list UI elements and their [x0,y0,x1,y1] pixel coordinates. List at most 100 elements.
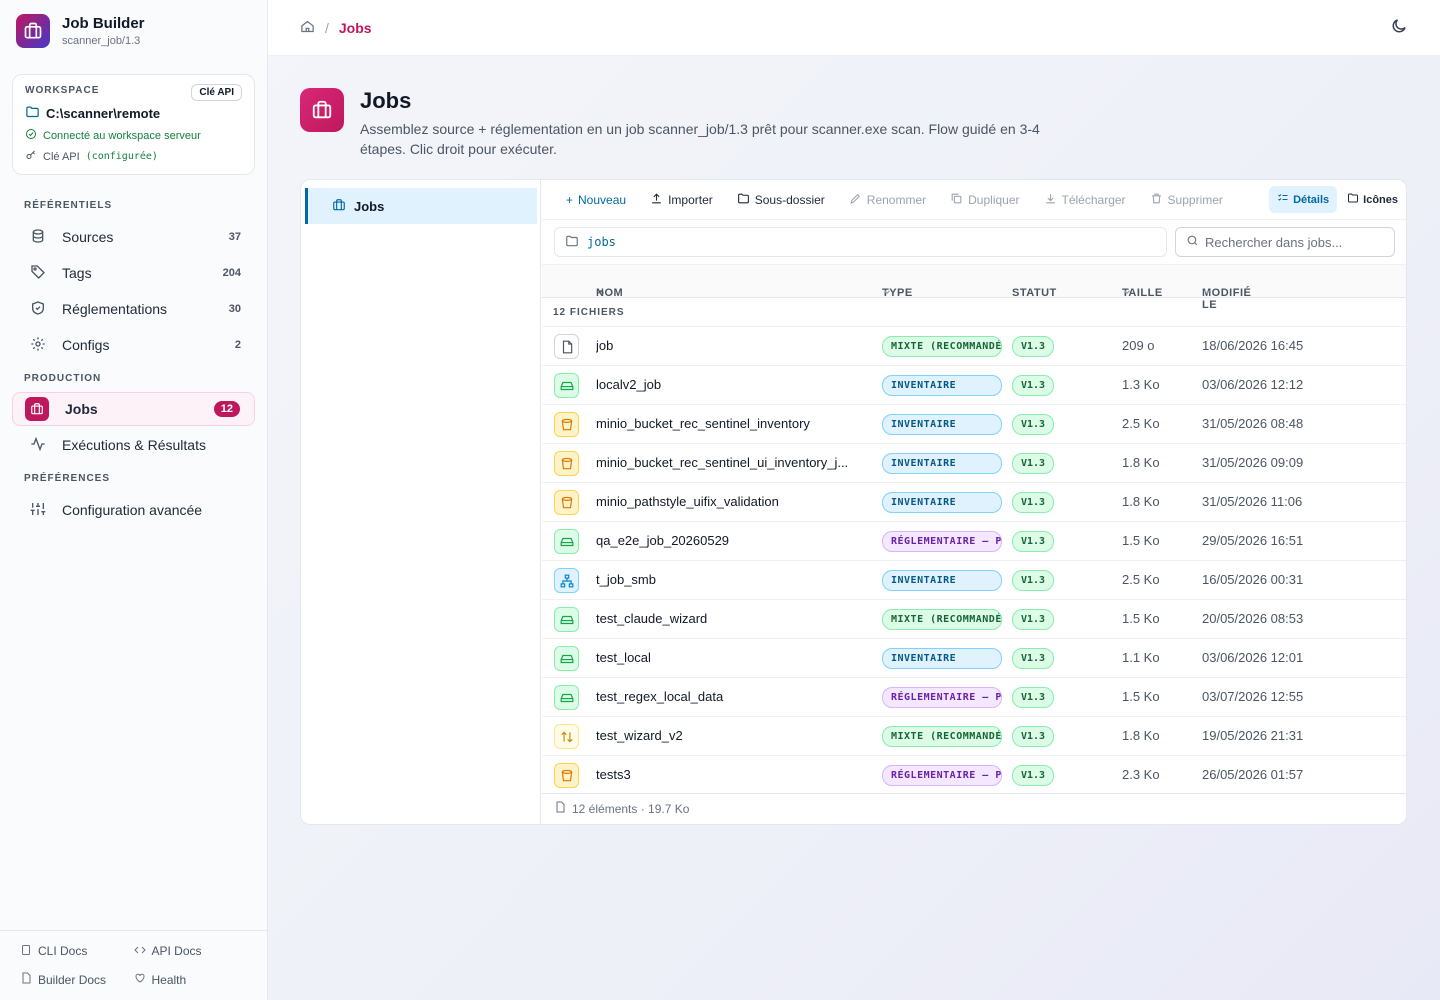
column-modified-label: MODIFIÉ LE [1202,287,1252,311]
file-name: qa_e2e_job_20260529 [596,533,730,548]
nav-section-production: PRODUCTION [24,373,102,384]
file-name: job [596,338,614,353]
database-icon [30,228,46,247]
briefcase-icon [300,88,344,132]
column-type-label: TYPE [882,287,913,299]
subfolder-button[interactable]: Sous-dossier [737,192,825,208]
breadcrumb-current[interactable]: Jobs [338,19,372,36]
sidebar-item-advanced-config[interactable]: Configuration avancée [12,493,255,527]
type-badge: INVENTAIRE [882,414,1002,435]
sidebar-item-label: Réglementations [62,301,168,317]
panel-footer: 12 éléments · 19.7 Ko [554,801,689,816]
table-row[interactable]: test_claude_wizard MIXTE (RECOMMANDÉ) V1.3… [542,599,1406,638]
version-badge: V1.3 [1012,726,1055,747]
folder-tree: Jobs [301,180,541,824]
rename-button[interactable]: Renommer [849,192,926,208]
table-row[interactable]: test_wizard_v2 MIXTE (RECOMMANDÉ) V1.3 1.8 … [542,716,1406,755]
new-button[interactable]: + Nouveau [566,193,626,207]
brand: Job Builder scanner_job/1.3 [0,0,267,62]
sidebar-item-label: Tags [62,265,92,281]
sidebar-item-jobs[interactable]: Jobs 12 [12,392,255,426]
file-size: 1.5 Ko [1122,689,1160,704]
table-row[interactable]: minio_pathstyle_uifix_validation INVENTAI… [542,482,1406,521]
file-size: 1.5 Ko [1122,533,1160,548]
table-row[interactable]: qa_e2e_job_20260529 RÉGLEMENTAIRE — P V1.3… [542,521,1406,560]
count-badge: 204 [222,267,241,279]
path-bar[interactable]: jobs [554,227,1167,257]
file-icon [554,801,566,816]
table-row[interactable]: minio_bucket_rec_sentinel_ui_inventory_j… [542,443,1406,482]
sidebar-item-executions[interactable]: Exécutions & Résultats [12,428,255,462]
import-button[interactable]: Importer [650,192,713,208]
breadcrumb-separator: / [325,19,329,36]
version-badge: V1.3 [1012,687,1055,708]
duplicate-button[interactable]: Dupliquer [950,192,1020,208]
search-input[interactable]: Rechercher dans jobs... [1175,227,1395,257]
sidebar-item-tags[interactable]: Tags 204 [12,256,255,290]
delete-button[interactable]: Supprimer [1150,192,1223,208]
file-modified: 19/05/2026 21:31 [1202,728,1304,743]
file-size: 2.3 Ko [1122,767,1160,782]
table-row[interactable]: minio_bucket_rec_sentinel_inventory INVEN… [542,404,1406,443]
moon-icon[interactable] [1390,17,1408,38]
network-icon [554,568,579,593]
type-badge: MIXTE (RECOMMANDÉ) [882,726,1002,747]
file-size: 1.5 Ko [1122,611,1160,626]
main-content: / Jobs Jobs Assemblez source + réglement… [268,0,1440,1000]
file-name: minio_bucket_rec_sentinel_ui_inventory_j… [596,455,849,470]
builder-docs-link[interactable]: Builder Docs [20,972,134,989]
table-row[interactable]: localv2_job INVENTAIRE V1.3 1.3 Ko 03/06/202… [542,365,1406,404]
folder-open-icon [25,104,40,122]
download-button[interactable]: Télécharger [1044,192,1126,208]
table-row[interactable]: t_job_smb INVENTAIRE V1.3 2.5 Ko 16/05/2026 … [542,560,1406,599]
file-modified: 16/05/2026 00:31 [1202,572,1304,587]
count-badge: 37 [228,231,241,243]
api-docs-label: API Docs [151,944,202,959]
tree-item-label: Jobs [354,198,385,214]
table-row[interactable]: tests3 RÉGLEMENTAIRE — P V1.3 2.3 Ko 26/05/2… [542,755,1406,794]
nav-section-preferences: PRÉFÉRENCES [24,473,111,484]
workspace-label: WORKSPACE [25,85,100,96]
api-key-label: Clé API [43,150,80,163]
tree-item-jobs[interactable]: Jobs [305,188,537,224]
drive-icon [554,529,579,554]
table-row[interactable]: test_local INVENTAIRE V1.3 1.1 Ko 03/06/2026… [542,638,1406,677]
details-view-button[interactable]: Détails [1269,186,1338,213]
path-text: jobs [587,235,616,249]
sidebar-item-reglementations[interactable]: Réglementations 30 [12,292,255,326]
table-row[interactable]: job MIXTE (RECOMMANDÉ) V1.3 209 o 18/06/2026… [542,326,1406,365]
download-label: Télécharger [1061,192,1126,207]
file-modified: 29/05/2026 16:51 [1202,533,1304,548]
duplicate-label: Dupliquer [968,192,1020,207]
health-label: Health [151,972,187,987]
api-docs-link[interactable]: API Docs [133,943,248,960]
drive-icon [554,373,579,398]
briefcase-icon [25,397,49,421]
icons-view-button[interactable]: Icônes [1339,186,1406,213]
file-modified: 03/06/2026 12:01 [1202,650,1304,665]
sidebar-item-label: Configs [62,337,110,353]
workspace-status: Connecté au workspace serveur [25,128,242,143]
app-title: Job Builder [62,15,145,32]
sidebar: Job Builder scanner_job/1.3 WORKSPACE Cl… [0,0,268,1000]
page-description: Assemblez source + réglementation en un … [360,121,1040,157]
type-badge: INVENTAIRE [882,453,1002,474]
plus-icon: + [566,192,574,207]
toolbar: + Nouveau Importer Sous-dossier Renommer … [542,180,1406,220]
file-name: minio_bucket_rec_sentinel_inventory [596,416,810,431]
home-icon[interactable] [300,19,315,37]
heart-icon [134,972,146,987]
health-link[interactable]: Health [134,972,248,989]
download-icon [1044,192,1057,208]
sidebar-item-sources[interactable]: Sources 37 [12,220,255,254]
cli-docs-link[interactable]: CLI Docs [20,943,134,960]
sidebar-item-configs[interactable]: Configs 2 [12,328,255,362]
rename-label: Renommer [866,192,927,207]
table-row[interactable]: test_regex_local_data RÉGLEMENTAIRE — P V1… [542,677,1406,716]
column-status-label: STATUT [1012,287,1057,299]
file-size: 2.5 Ko [1122,416,1160,431]
api-key-value: (configurée) [85,151,158,162]
folder-icon [565,234,579,251]
api-key-button[interactable]: Clé API [191,84,242,101]
api-key-status: Clé API (configurée) [25,149,242,164]
